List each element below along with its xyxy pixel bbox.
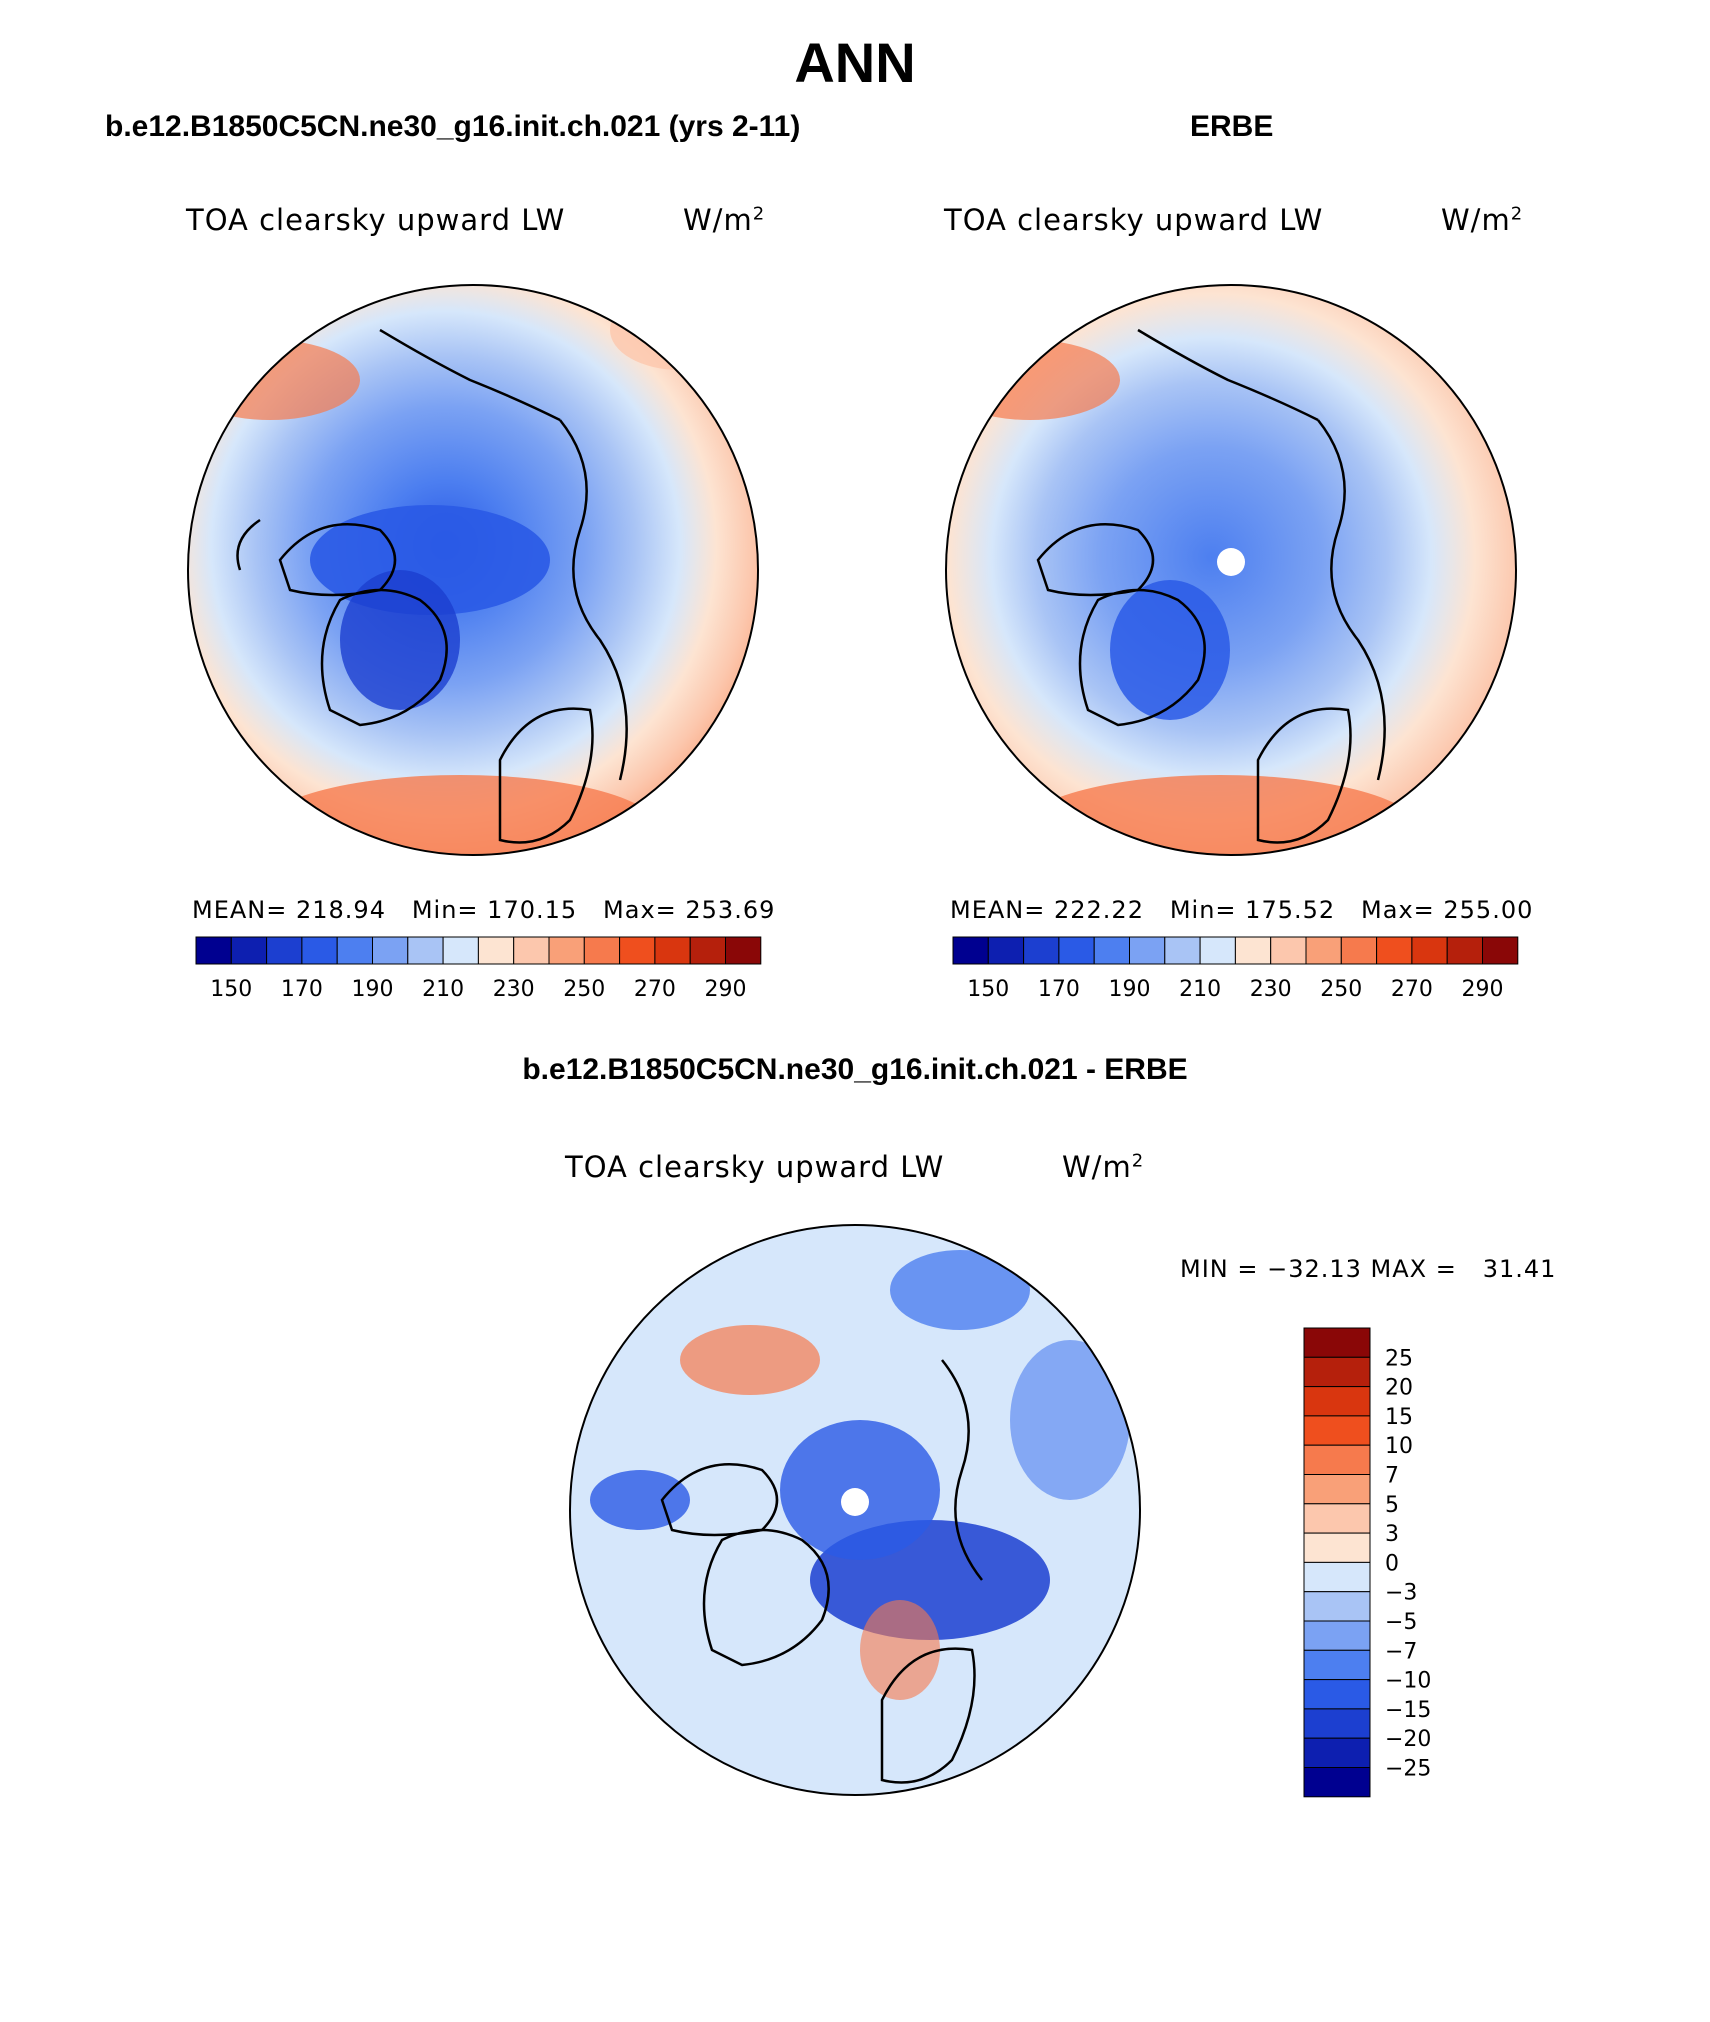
diff-var-title: TOA clearsky upward LW	[565, 1150, 945, 1184]
left-colorbar: 150 170 190 210 230 250 270 290	[195, 936, 762, 1002]
left-colorbar-tick-label: 210	[422, 977, 464, 1002]
right-colorbar-cell	[1376, 936, 1413, 965]
right-units: W/m2	[1441, 203, 1524, 237]
left-stats: MEAN= 218.94 Min= 170.15 Max= 253.69	[192, 896, 776, 924]
diff-colorbar-tick-label: −20	[1385, 1727, 1431, 1752]
left-colorbar-cell	[654, 936, 691, 965]
right-colorbar-cell	[987, 936, 1025, 965]
right-colorbar-cell	[1093, 936, 1130, 965]
right-colorbar-tick-label: 250	[1320, 977, 1362, 1002]
right-colorbar-cell	[1164, 936, 1201, 965]
left-colorbar-tick-label: 270	[634, 977, 676, 1002]
left-colorbar-cell	[442, 936, 479, 965]
right-colorbar-cell	[1482, 936, 1519, 965]
diff-colorbar-tick-label: 15	[1385, 1405, 1413, 1430]
left-colorbar-cell	[583, 936, 621, 965]
right-colorbar-cell	[1305, 936, 1342, 965]
diff-colorbar-cell	[1303, 1620, 1371, 1651]
left-colorbar-cell	[336, 936, 374, 965]
right-colorbar-tick-label: 270	[1391, 977, 1433, 1002]
diff-colorbar-cell	[1303, 1415, 1371, 1446]
left-colorbar-tick-label: 290	[705, 977, 747, 1002]
left-colorbar-cell	[195, 936, 232, 965]
right-colorbar-cell	[1446, 936, 1483, 965]
diff-colorbar-tick-label: 7	[1385, 1464, 1399, 1489]
left-colorbar-cell	[725, 936, 762, 965]
left-colorbar-tick-label: 230	[493, 977, 535, 1002]
diff-colorbar-tick-label: −5	[1385, 1610, 1417, 1635]
right-colorbar-tick-label: 230	[1250, 977, 1292, 1002]
diff-colorbar-cell	[1303, 1386, 1371, 1417]
diff-colorbar-cell	[1303, 1649, 1371, 1681]
left-colorbar-tick-label: 170	[281, 977, 323, 1002]
diff-colorbar-cell	[1303, 1444, 1371, 1475]
diff-colorbar-cell	[1303, 1767, 1371, 1798]
diff-colorbar-cell	[1303, 1474, 1371, 1505]
right-colorbar-cell	[1199, 936, 1236, 965]
left-colorbar-cell	[301, 936, 338, 965]
diff-units: W/m2	[1062, 1150, 1145, 1184]
left-colorbar-cell	[230, 936, 268, 965]
diff-polar-map	[569, 1224, 1141, 1796]
diff-colorbar-cell	[1303, 1591, 1371, 1622]
right-colorbar-cell	[1023, 936, 1060, 965]
right-case-title: ERBE	[1190, 110, 1274, 143]
right-colorbar-cell	[1058, 936, 1095, 965]
left-colorbar-cell	[407, 936, 444, 965]
diff-colorbar-cell	[1303, 1532, 1371, 1563]
diff-colorbar-tick-label: 3	[1385, 1522, 1399, 1547]
diff-colorbar-tick-label: 25	[1385, 1346, 1413, 1371]
main-title: ANN	[794, 31, 916, 94]
left-polar-map	[187, 284, 759, 856]
left-colorbar-cell	[372, 936, 409, 965]
right-polar-map	[945, 284, 1517, 856]
left-colorbar-cell	[548, 936, 585, 965]
right-colorbar-cell	[1270, 936, 1307, 965]
diff-colorbar-cell	[1303, 1356, 1371, 1388]
diff-colorbar-tick-label: −15	[1385, 1698, 1431, 1723]
right-colorbar-tick-label: 190	[1109, 977, 1151, 1002]
diff-colorbar-tick-label: −7	[1385, 1639, 1417, 1664]
left-colorbar-cell	[513, 936, 550, 965]
diff-colorbar-tick-label: −10	[1385, 1669, 1431, 1694]
left-colorbar-cell	[266, 936, 303, 965]
left-units: W/m2	[683, 203, 766, 237]
diff-colorbar-cell	[1303, 1708, 1371, 1739]
diff-colorbar-tick-label: 20	[1385, 1376, 1413, 1401]
diff-colorbar-cell	[1303, 1679, 1371, 1710]
diff-stats: MIN = −32.13 MAX = 31.41	[1180, 1255, 1557, 1283]
right-colorbar-cell	[1411, 936, 1448, 965]
right-var-title: TOA clearsky upward LW	[944, 203, 1324, 237]
right-colorbar: 150 170 190 210 230 250 270 290	[952, 936, 1519, 1002]
left-colorbar-tick-label: 150	[210, 977, 252, 1002]
diff-colorbar-tick-label: −25	[1385, 1757, 1431, 1782]
left-case-title: b.e12.B1850C5CN.ne30_g16.init.ch.021 (yr…	[105, 110, 801, 143]
diff-colorbar-cell	[1303, 1503, 1371, 1534]
right-colorbar-tick-label: 290	[1462, 977, 1504, 1002]
diff-case-title: b.e12.B1850C5CN.ne30_g16.init.ch.021 - E…	[522, 1053, 1188, 1086]
left-colorbar-tick-label: 250	[563, 977, 605, 1002]
diff-colorbar-tick-label: 10	[1385, 1434, 1413, 1459]
right-colorbar-cell	[952, 936, 989, 965]
right-colorbar-tick-label: 210	[1179, 977, 1221, 1002]
right-colorbar-cell	[1234, 936, 1272, 965]
left-colorbar-cell	[477, 936, 515, 965]
right-colorbar-tick-label: 150	[967, 977, 1009, 1002]
right-colorbar-cell	[1340, 936, 1378, 965]
right-stats: MEAN= 222.22 Min= 175.52 Max= 255.00	[950, 896, 1534, 924]
diff-colorbar-cell	[1303, 1737, 1371, 1768]
diff-colorbar-tick-label: −3	[1385, 1581, 1417, 1606]
left-colorbar-cell	[619, 936, 656, 965]
left-colorbar-tick-label: 190	[352, 977, 394, 1002]
diff-colorbar-tick-label: 0	[1385, 1551, 1399, 1576]
left-colorbar-cell	[689, 936, 727, 965]
diff-colorbar: 25 20 15 10 7 5 3 0 −3 −5 −7 −10 −15 −20 −25	[1303, 1327, 1431, 1798]
left-var-title: TOA clearsky upward LW	[186, 203, 566, 237]
diff-colorbar-cell	[1303, 1327, 1371, 1358]
right-colorbar-tick-label: 170	[1038, 977, 1080, 1002]
diff-colorbar-tick-label: 5	[1385, 1493, 1399, 1518]
diff-colorbar-cell	[1303, 1561, 1371, 1593]
right-colorbar-cell	[1129, 936, 1166, 965]
